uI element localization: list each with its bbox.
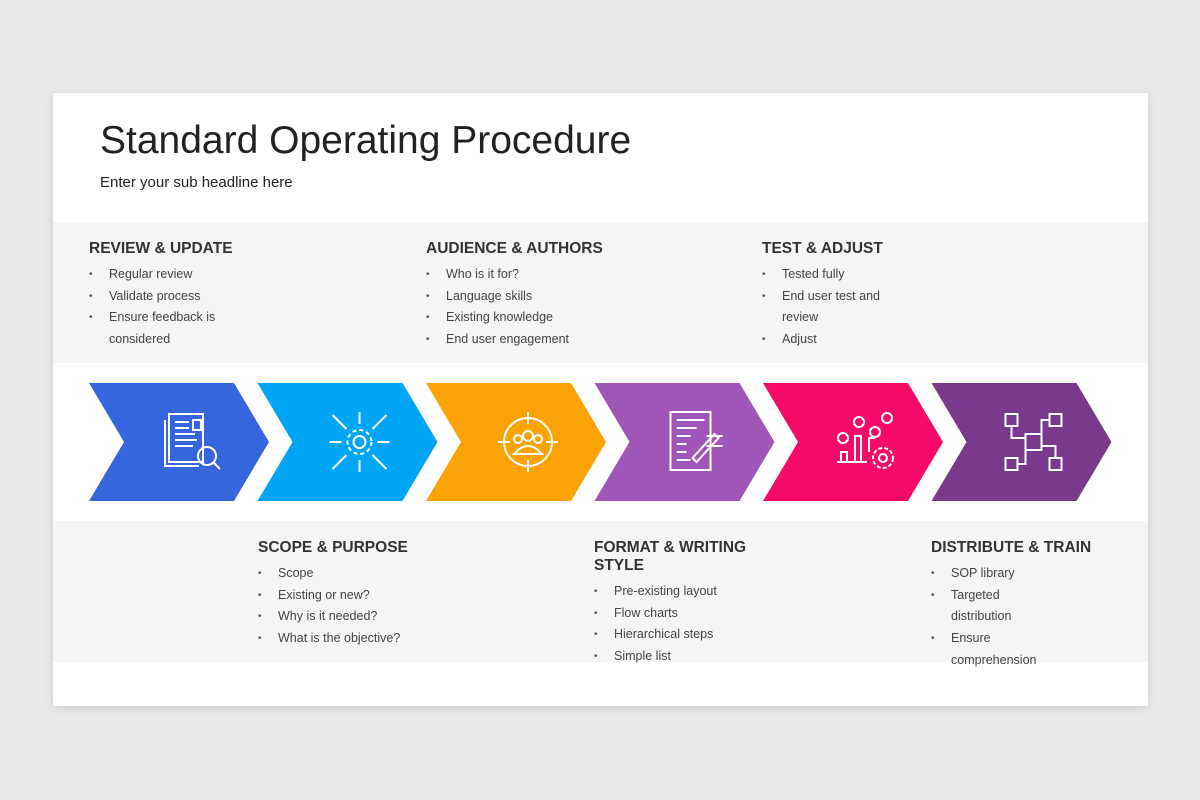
bullet-item: Targeted distribution	[931, 585, 1061, 628]
step-text-1: REVIEW & UPDATE Regular reviewValidate pr…	[89, 240, 289, 351]
bullet-item: End user test and review	[762, 286, 892, 329]
step-text-5: TEST & ADJUST Tested fullyEnd user test a…	[762, 240, 962, 351]
bullet-item: Tested fully	[762, 264, 962, 286]
bullet-item: Ensure comprehension	[931, 628, 1061, 671]
bullet-item: SOP library	[931, 563, 1131, 585]
step-text-2: SCOPE & PURPOSE ScopeExisting or new?Why …	[258, 539, 458, 650]
bullet-item: Language skills	[426, 286, 626, 308]
bullet-item: Hierarchical steps	[594, 624, 794, 646]
chevron-step-1	[89, 383, 269, 501]
bullet-item: Existing or new?	[258, 585, 458, 607]
bullet-item: Validate process	[89, 286, 289, 308]
page-title: Standard Operating Procedure	[100, 119, 632, 162]
step-heading: DISTRIBUTE & TRAIN	[931, 539, 1092, 556]
process-chevrons	[89, 383, 1112, 501]
document-search-icon	[164, 413, 221, 470]
step-heading: REVIEW & UPDATE	[89, 240, 233, 257]
bullet-item: Scope	[258, 563, 458, 585]
chevron-step-4	[594, 383, 775, 501]
chevron-step-5	[763, 383, 943, 501]
step-heading: SCOPE & PURPOSE	[258, 539, 408, 556]
step-text-4: FORMAT & WRITING STYLE Pre-existing layou…	[594, 539, 794, 668]
bullet-item: What is the objective?	[258, 628, 458, 650]
page-subtitle: Enter your sub headline here	[100, 174, 293, 191]
bullet-item: Pre-existing layout	[594, 581, 794, 603]
document-writing-icon	[669, 411, 723, 471]
bullet-item: Simple list	[594, 646, 794, 668]
bullet-item: End user engagement	[426, 329, 626, 351]
bullet-item: Who is it for?	[426, 264, 626, 286]
bullet-item: Ensure feedback is considered	[89, 307, 219, 350]
chart-gear-icon	[837, 412, 894, 469]
step-heading: TEST & ADJUST	[762, 240, 883, 257]
step-text-3: AUDIENCE & AUTHORS Who is it for?Language…	[426, 240, 626, 351]
slide: Standard Operating Procedure Enter your …	[53, 93, 1148, 706]
bullet-item: Regular review	[89, 264, 289, 286]
network-chip-icon	[1004, 413, 1063, 471]
bullet-item: Adjust	[762, 329, 962, 351]
chevron-step-6	[931, 383, 1112, 501]
gear-arrows-icon	[329, 412, 390, 472]
bullet-item: Flow charts	[594, 603, 794, 625]
chevron-step-2	[257, 383, 438, 501]
step-heading: FORMAT & WRITING STYLE	[594, 539, 747, 574]
target-group-icon	[498, 412, 558, 472]
step-text-6: DISTRIBUTE & TRAIN SOP libraryTargeted di…	[931, 539, 1131, 672]
bullet-item: Why is it needed?	[258, 606, 458, 628]
chevron-step-3	[426, 383, 606, 501]
step-heading: AUDIENCE & AUTHORS	[426, 240, 603, 257]
bullet-item: Existing knowledge	[426, 307, 626, 329]
